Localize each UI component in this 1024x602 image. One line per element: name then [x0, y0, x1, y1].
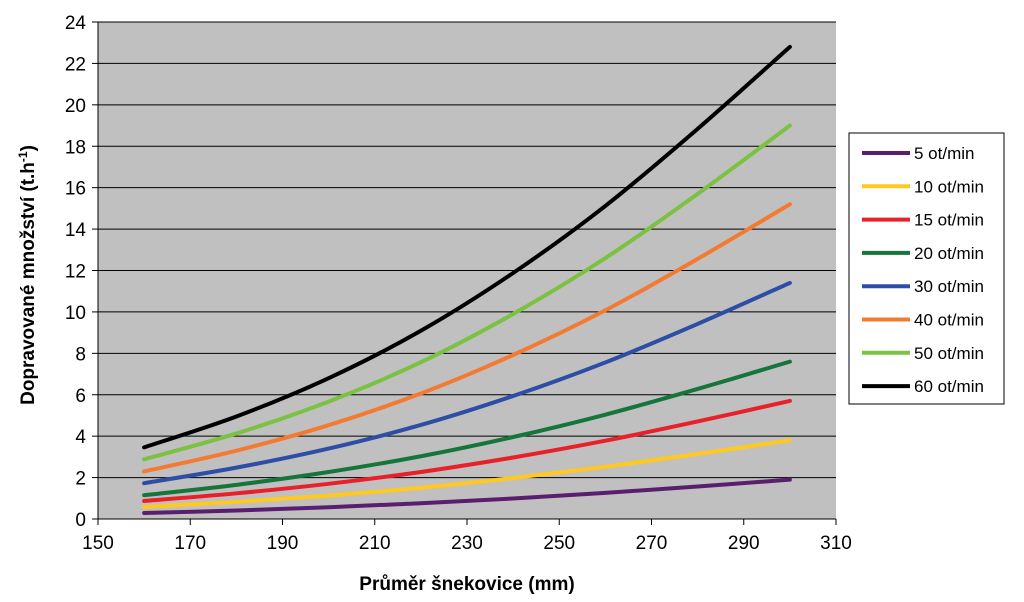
legend-box [848, 132, 1005, 405]
series-line-7 [142, 123, 792, 462]
y-tick-label: 18 [65, 137, 86, 158]
y-axis-title: Dopravované množství (t.h-1) [16, 145, 39, 405]
series-line-8 [142, 44, 792, 450]
y-tick-label: 14 [65, 220, 87, 241]
series-lines [142, 44, 792, 515]
y-tick-label: 16 [65, 179, 86, 200]
series-line-1 [142, 477, 792, 515]
gridlines [98, 21, 836, 479]
series-line-2 [142, 438, 792, 509]
legend-label: 60 ot/min [914, 377, 984, 396]
x-tick-label: 290 [728, 533, 760, 554]
series-line-4 [142, 359, 792, 498]
legend-label: 5 ot/min [914, 144, 974, 163]
x-tick-label: 250 [543, 533, 575, 554]
legend-label: 10 ot/min [914, 177, 984, 196]
y-tick-label: 10 [65, 303, 86, 324]
y-tick-label: 24 [65, 13, 87, 34]
y-tick-label: 8 [75, 344, 86, 365]
y-tick-label: 0 [75, 510, 86, 531]
y-tick-label: 20 [65, 96, 86, 117]
y-tick-label: 22 [65, 54, 86, 75]
x-tick-label: 170 [174, 533, 206, 554]
x-tick-label: 150 [82, 533, 114, 554]
legend: 5 ot/min 10 ot/min 15 ot/min 20 ot/min 30 ot… [848, 132, 1005, 405]
legend-label: 50 ot/min [914, 344, 984, 363]
x-tick-label: 210 [359, 533, 391, 554]
x-axis-title: Průměr šnekovice (mm) [359, 574, 574, 595]
x-axis-ticks: 150 170 190 210 230 250 270 290 310 [82, 519, 852, 554]
series-line-5 [142, 280, 792, 486]
x-tick-label: 270 [636, 533, 668, 554]
legend-label: 15 ot/min [914, 211, 984, 230]
series-line-6 [142, 202, 792, 474]
y-axis-title-main: Dopravované množství (t.h [18, 162, 39, 405]
series-line-3 [142, 398, 792, 503]
x-tick-label: 310 [820, 533, 852, 554]
legend-label: 40 ot/min [914, 311, 984, 330]
legend-label: 20 ot/min [914, 244, 984, 263]
y-axis-title-superscript: -1 [16, 151, 30, 162]
x-tick-label: 190 [267, 533, 299, 554]
y-tick-label: 6 [75, 386, 86, 407]
x-tick-label: 230 [451, 533, 483, 554]
y-axis-title-close: ) [18, 145, 39, 151]
y-tick-label: 12 [65, 262, 86, 283]
y-tick-label: 4 [75, 427, 86, 448]
y-tick-label: 2 [75, 469, 86, 490]
legend-label: 30 ot/min [914, 277, 984, 296]
